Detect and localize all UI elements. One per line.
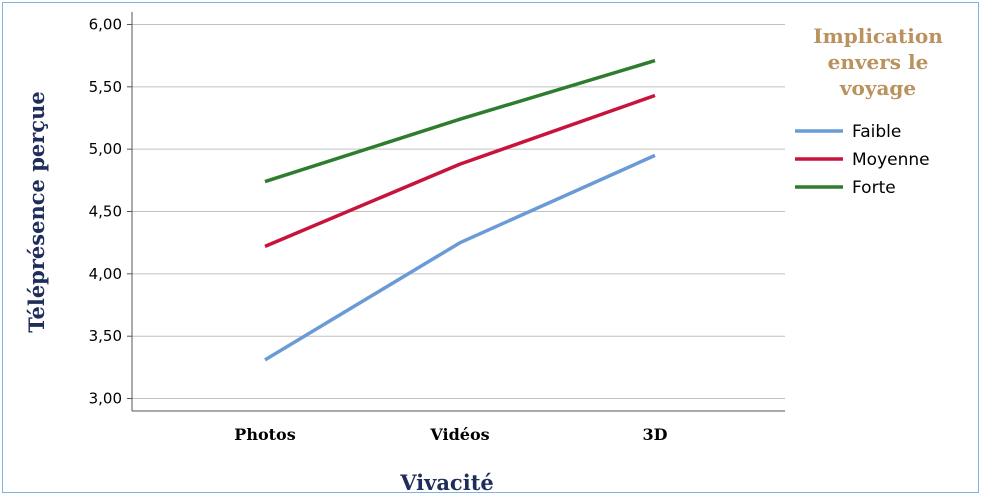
x-tick-labels: Photos Vidéos 3D <box>234 425 667 444</box>
legend-label: Faible <box>852 122 901 142</box>
y-tick-label: 4,00 <box>89 265 122 283</box>
series-line-faible <box>264 153 656 362</box>
x-tick-label: 3D <box>642 425 667 444</box>
series-lines <box>264 58 656 362</box>
legend-title-line-3: voyage <box>839 76 916 100</box>
x-tick-label: Vidéos <box>429 425 489 444</box>
y-tick-label: 5,50 <box>89 78 122 96</box>
grid-lines <box>127 23 785 400</box>
axes <box>131 12 785 412</box>
legend-label: Forte <box>852 178 896 198</box>
series-line-forte <box>264 58 656 184</box>
y-tick-label: 3,00 <box>89 390 122 408</box>
y-tick-label: 4,50 <box>89 203 122 221</box>
y-tick-label: 6,00 <box>89 15 122 33</box>
series-line-moyenne <box>264 93 656 249</box>
y-tick-label: 5,00 <box>89 140 122 158</box>
y-axis-title: Téléprésence perçue <box>24 91 49 332</box>
legend-label: Moyenne <box>852 150 930 170</box>
legend: Implication envers le voyage Faible Moyen… <box>795 24 943 198</box>
legend-title-line-1: Implication <box>813 24 943 48</box>
x-axis-title: Vivacité <box>399 470 494 495</box>
legend-title-line-2: envers le <box>828 50 929 74</box>
legend-items: Faible Moyenne Forte <box>795 122 930 198</box>
x-tick-label: Photos <box>234 425 295 444</box>
y-tick-label: 3,50 <box>89 327 122 345</box>
y-tick-labels: 3,00 3,50 4,00 4,50 5,00 5,50 6,00 <box>89 15 122 407</box>
